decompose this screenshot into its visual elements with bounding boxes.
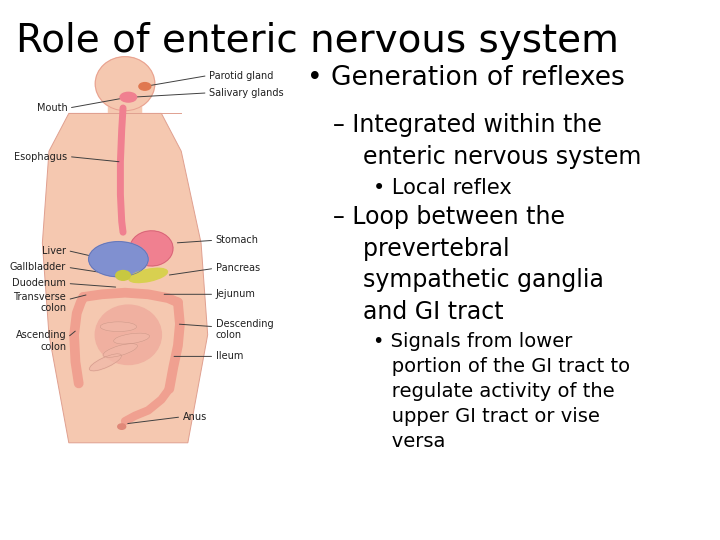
Text: – Integrated within the
    enteric nervous system: – Integrated within the enteric nervous … [333, 113, 642, 169]
FancyBboxPatch shape [109, 89, 142, 116]
Text: – Loop between the
    prevertebral
    sympathetic ganglia
    and GI tract: – Loop between the prevertebral sympathe… [333, 205, 604, 324]
Text: Transverse
colon: Transverse colon [14, 292, 66, 313]
Ellipse shape [103, 343, 138, 357]
Text: • Local reflex: • Local reflex [373, 178, 512, 198]
Text: • Generation of reflexes: • Generation of reflexes [307, 65, 625, 91]
Text: Stomach: Stomach [215, 235, 258, 245]
Text: Esophagus: Esophagus [14, 152, 68, 161]
Ellipse shape [89, 241, 148, 276]
Text: Parotid gland: Parotid gland [209, 71, 274, 80]
Text: Ascending
colon: Ascending colon [16, 330, 66, 352]
Ellipse shape [89, 354, 122, 371]
Polygon shape [42, 113, 207, 443]
Ellipse shape [95, 305, 161, 364]
Text: • Signals from lower
   portion of the GI tract to
   regulate activity of the
 : • Signals from lower portion of the GI t… [373, 332, 630, 451]
Text: Gallbladder: Gallbladder [10, 262, 66, 272]
Ellipse shape [114, 333, 150, 344]
Text: Duodenum: Duodenum [12, 279, 66, 288]
Text: Role of enteric nervous system: Role of enteric nervous system [16, 22, 618, 59]
Ellipse shape [116, 271, 130, 280]
Ellipse shape [100, 322, 137, 332]
Ellipse shape [129, 268, 168, 282]
Ellipse shape [118, 424, 126, 429]
Ellipse shape [120, 92, 137, 102]
Ellipse shape [95, 57, 155, 111]
Text: Mouth: Mouth [37, 103, 68, 113]
Ellipse shape [139, 83, 150, 90]
Ellipse shape [130, 231, 173, 266]
Text: Liver: Liver [42, 246, 66, 255]
Text: Descending
colon: Descending colon [215, 319, 274, 340]
Text: Anus: Anus [183, 412, 207, 422]
Text: Ileum: Ileum [215, 352, 243, 361]
Text: Jejunum: Jejunum [215, 289, 256, 299]
Text: Salivary glands: Salivary glands [209, 88, 284, 98]
Text: Pancreas: Pancreas [215, 264, 260, 273]
